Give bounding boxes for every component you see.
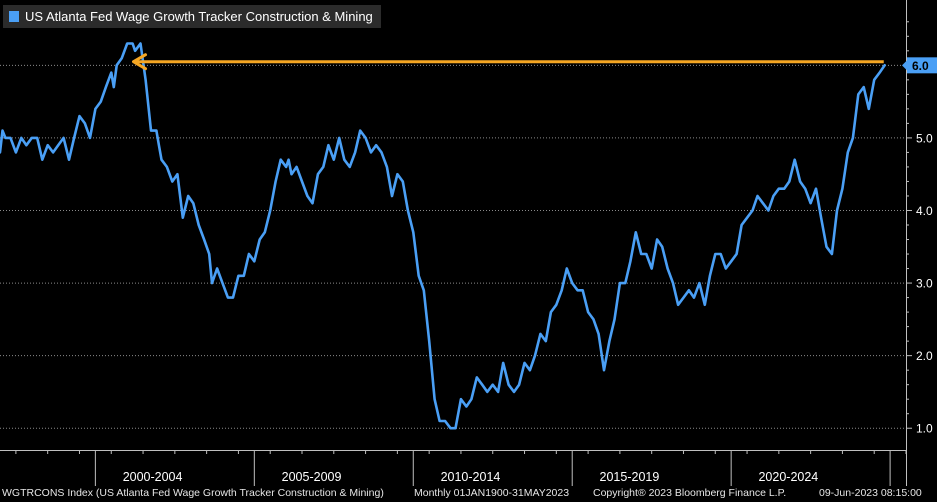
x-tick-label: 2015-2019 — [600, 470, 660, 484]
footer-copyright: Copyright® 2023 Bloomberg Finance L.P. — [593, 487, 787, 499]
last-value-pointer — [902, 60, 907, 71]
y-tick-label: 1.0 — [916, 422, 933, 436]
footer-timestamp: 09-Jun-2023 08:15:00 — [819, 487, 922, 499]
y-tick-label: 2.0 — [916, 349, 933, 363]
series-line — [0, 42, 886, 430]
x-tick-label: 2020-2024 — [758, 470, 818, 484]
x-tick-label: 2010-2014 — [441, 470, 501, 484]
footer-ticker: WGTRCONS Index (US Atlanta Fed Wage Grow… — [2, 487, 384, 499]
y-axis-ticks: 1.0 2.0 3.0 4.0 5.0 6.0 — [902, 57, 937, 436]
series-layer — [0, 42, 886, 430]
legend-swatch — [9, 11, 19, 22]
legend: US Atlanta Fed Wage Growth Tracker Const… — [3, 5, 381, 28]
last-value-badge — [907, 57, 937, 74]
y-tick-label: 3.0 — [916, 277, 933, 291]
axis-lines — [0, 0, 912, 486]
y-tick-label: 4.0 — [916, 204, 933, 218]
x-axis-labels: 2000-2004 2005-2009 2010-2014 2015-2019 2020… — [123, 470, 819, 484]
footer: WGTRCONS Index (US Atlanta Fed Wage Grow… — [0, 486, 937, 502]
y-tick-label: 5.0 — [916, 131, 933, 145]
annotation-arrow — [132, 53, 884, 71]
legend-label: US Atlanta Fed Wage Growth Tracker Const… — [25, 9, 373, 24]
grid-lines — [0, 64, 906, 429]
x-tick-label: 2005-2009 — [282, 470, 342, 484]
last-value-label: 6.0 — [912, 59, 929, 73]
footer-range: Monthly 01JAN1900-31MAY2023 — [414, 487, 570, 499]
arrow-head — [132, 53, 148, 71]
x-tick-label: 2000-2004 — [123, 470, 183, 484]
